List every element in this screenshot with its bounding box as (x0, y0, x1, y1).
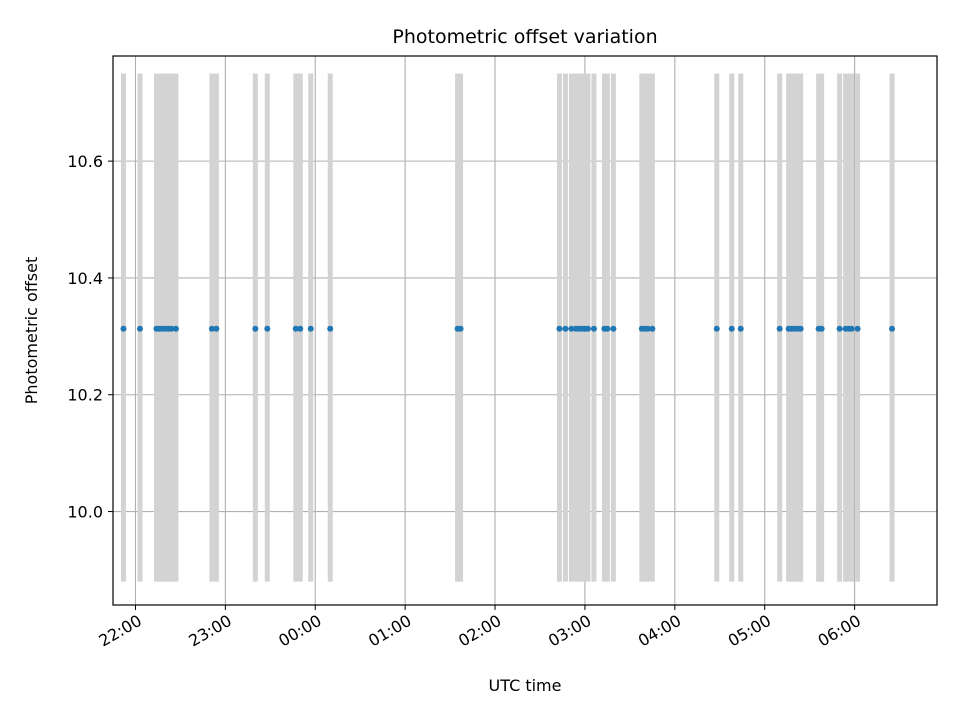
data-point (590, 325, 597, 332)
y-tick-label: 10.2 (67, 386, 103, 405)
x-tick-label: 02:00 (455, 611, 504, 651)
data-point (327, 325, 334, 332)
x-tick-label: 06:00 (815, 611, 864, 651)
data-point (797, 325, 804, 332)
x-tick-label: 04:00 (635, 611, 684, 651)
data-point (457, 325, 464, 332)
data-point (610, 325, 617, 332)
data-point (264, 325, 271, 332)
y-axis-title: Photometric offset (22, 257, 41, 405)
data-point (120, 325, 127, 332)
data-point (848, 325, 855, 332)
data-point (836, 325, 843, 332)
data-point (889, 325, 896, 332)
data-point (297, 325, 304, 332)
chart-title: Photometric offset variation (392, 26, 657, 48)
data-point (649, 325, 656, 332)
data-point (136, 325, 143, 332)
data-point (168, 325, 175, 332)
y-tick-label: 10.6 (67, 152, 103, 171)
data-point (604, 325, 611, 332)
x-axis-ticks: 22:00 23:00 00:00 01:00 02:00 03:00 04:00 05:00… (96, 605, 864, 651)
data-point (556, 325, 563, 332)
data-point (568, 325, 575, 332)
data-point (737, 325, 744, 332)
data-point (252, 325, 259, 332)
x-tick-label: 22:00 (96, 611, 145, 651)
x-tick-label: 23:00 (185, 611, 234, 651)
x-axis-title: UTC time (489, 676, 562, 695)
data-point (584, 325, 591, 332)
data-point (776, 325, 783, 332)
x-tick-label: 00:00 (275, 611, 324, 651)
data-point (307, 325, 314, 332)
data-points (120, 325, 896, 332)
data-point (818, 325, 825, 332)
data-point (172, 325, 179, 332)
data-point (713, 325, 720, 332)
data-point (644, 325, 651, 332)
x-tick-label: 01:00 (365, 611, 414, 651)
data-point (213, 325, 220, 332)
plot-area-frame (112, 55, 938, 606)
y-axis-ticks: 10.0 10.2 10.4 10.6 (67, 152, 113, 522)
y-tick-label: 10.0 (67, 503, 103, 522)
y-tick-label: 10.4 (67, 269, 103, 288)
data-point (562, 325, 569, 332)
x-tick-label: 03:00 (545, 611, 594, 651)
x-tick-label: 05:00 (725, 611, 774, 651)
data-point (854, 325, 861, 332)
grid-lines (113, 56, 937, 605)
data-point (728, 325, 735, 332)
data-point (208, 325, 215, 332)
data-point (292, 325, 299, 332)
